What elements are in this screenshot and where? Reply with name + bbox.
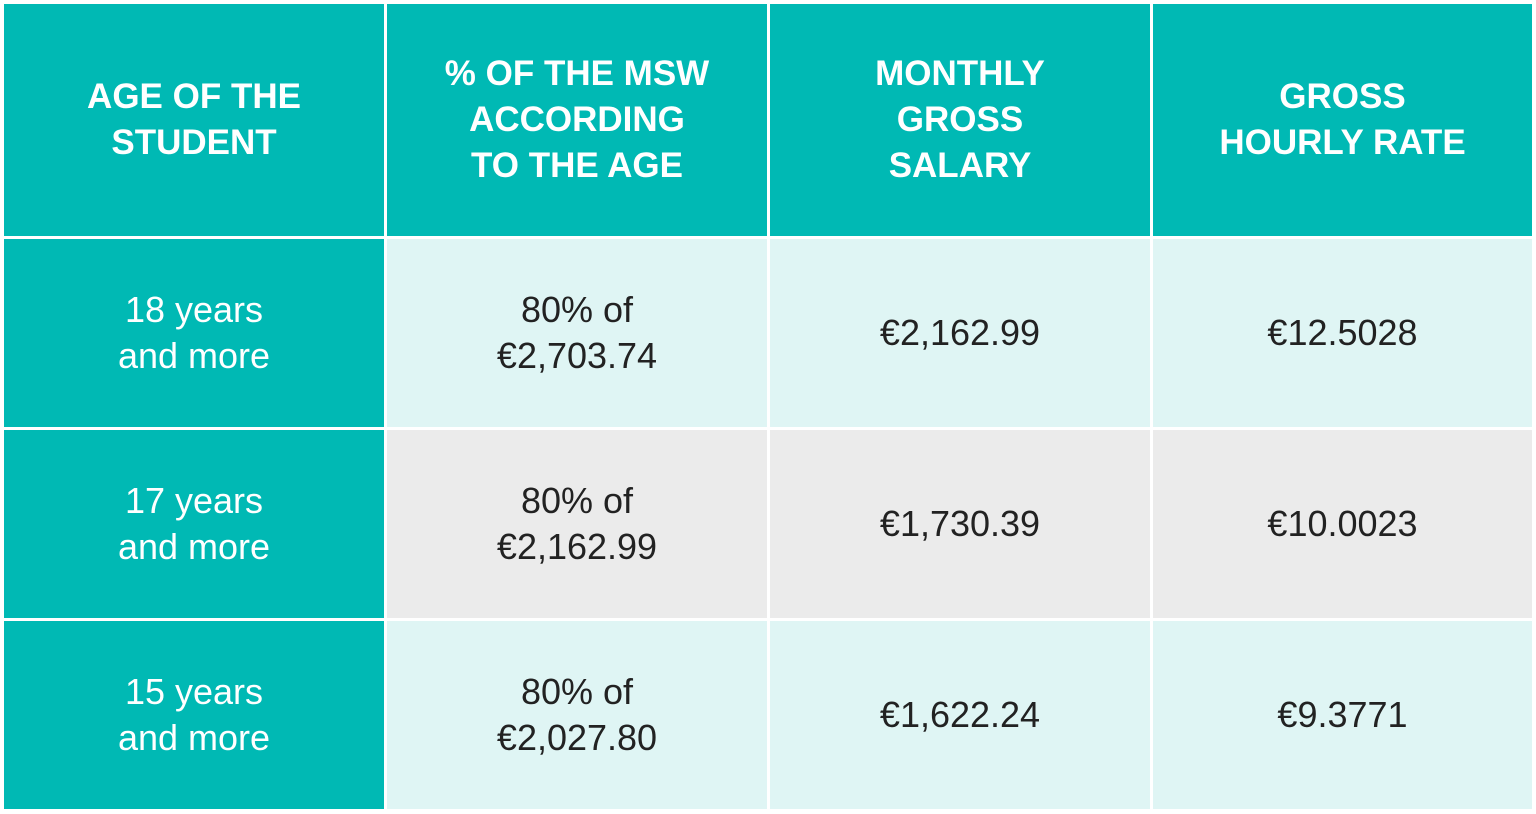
cell-text: and more	[117, 335, 271, 376]
cell-text: €2,703.74	[496, 335, 658, 376]
data-cell: €10.0023	[1153, 430, 1532, 618]
cell-text: AGE OF THE	[87, 77, 301, 116]
data-cell: 80% of €2,027.80	[387, 621, 767, 809]
header-cell: MONTHLY GROSS SALARY	[770, 4, 1150, 236]
cell-text: €12.5028	[1267, 312, 1418, 353]
cell-text: and more	[117, 717, 271, 758]
cell-text: GROSS	[1279, 77, 1406, 116]
cell-text: SALARY	[888, 146, 1032, 185]
data-cell: €2,162.99	[770, 239, 1150, 427]
cell-text: €9.3771	[1277, 694, 1408, 735]
cell-text: and more	[117, 526, 271, 567]
data-cell: €9.3771	[1153, 621, 1532, 809]
cell-text: 18 years	[124, 289, 264, 330]
cell-text: MONTHLY	[875, 54, 1045, 93]
table: AGE OF THE STUDENT % OF THE MSW ACCORDING TO…	[4, 4, 1532, 809]
cell-text: 80% of	[520, 480, 634, 521]
cell-text: TO THE AGE	[471, 146, 683, 185]
data-cell: 80% of €2,703.74	[387, 239, 767, 427]
header-cell: GROSS HOURLY RATE	[1153, 4, 1532, 236]
data-cell: €12.5028	[1153, 239, 1532, 427]
data-cell: 80% of €2,162.99	[387, 430, 767, 618]
cell-text: GROSS	[896, 100, 1024, 139]
cell-text: 17 years	[124, 480, 264, 521]
row-label-cell: 15 years and more	[4, 621, 384, 809]
cell-text: €1,622.24	[879, 694, 1041, 735]
cell-text: 80% of	[520, 289, 634, 330]
cell-text: €2,162.99	[496, 526, 658, 567]
cell-text: STUDENT	[111, 123, 277, 162]
cell-text: €2,027.80	[496, 717, 658, 758]
row-label-cell: 17 years and more	[4, 430, 384, 618]
header-cell: % OF THE MSW ACCORDING TO THE AGE	[387, 4, 767, 236]
cell-text: HOURLY RATE	[1219, 123, 1466, 162]
cell-text: €2,162.99	[879, 312, 1041, 353]
data-cell: €1,730.39	[770, 430, 1150, 618]
cell-text: % OF THE MSW	[444, 54, 710, 93]
data-cell: €1,622.24	[770, 621, 1150, 809]
cell-text: €10.0023	[1267, 503, 1418, 544]
row-label-cell: 18 years and more	[4, 239, 384, 427]
header-cell: AGE OF THE STUDENT	[4, 4, 384, 236]
cell-text: 15 years	[124, 671, 264, 712]
cell-text: ACCORDING	[469, 100, 685, 139]
cell-text: €1,730.39	[879, 503, 1041, 544]
cell-text: 80% of	[520, 671, 634, 712]
